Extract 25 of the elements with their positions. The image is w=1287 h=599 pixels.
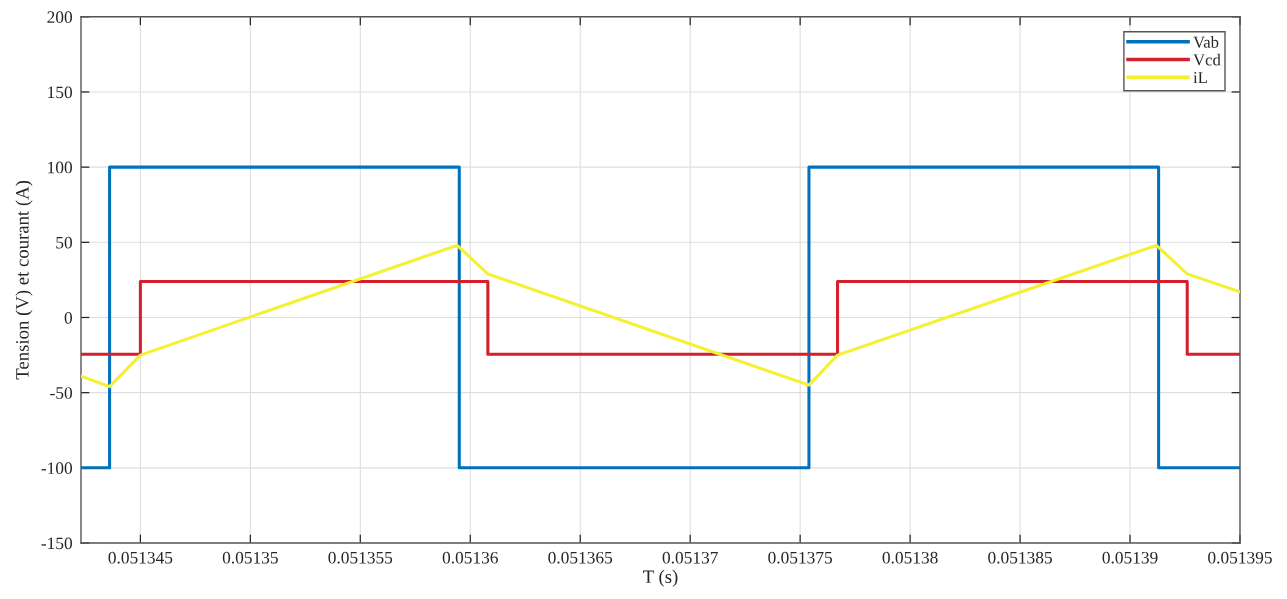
legend-label: Vcd (1193, 53, 1221, 66)
y-tick-label: 200 (47, 11, 72, 23)
y-tick-label: 50 (56, 236, 72, 249)
x-tick-label: 0.05137 (662, 551, 718, 564)
x-tick-label: 0.05139 (1102, 551, 1158, 564)
y-tick-label: 150 (48, 86, 72, 99)
x-axis-title: T (s) (643, 569, 678, 587)
x-tick-label: 0.051365 (548, 551, 613, 564)
y-tick-label: -100 (41, 462, 73, 475)
y-tick-label: 100 (48, 161, 72, 174)
x-tick-label: 0.05136 (442, 551, 498, 564)
legend-label: iL (1193, 72, 1207, 84)
x-tick-label: 0.051395 (1208, 551, 1272, 564)
y-tick-label: -150 (41, 537, 73, 550)
y-axis-title: Tension (V) et courant (A) (15, 180, 33, 380)
x-tick-label: 0.05138 (882, 551, 938, 564)
x-tick-label: 0.051385 (988, 551, 1052, 564)
x-tick-label: 0.05135 (222, 551, 278, 564)
x-tick-label: 0.051375 (768, 551, 833, 564)
legend-label: Vab (1193, 36, 1219, 48)
x-tick-label: 0.051345 (108, 551, 173, 564)
y-tick-label: -50 (50, 387, 73, 399)
y-tick-label: 0 (64, 311, 72, 324)
line-series (81, 243, 1240, 389)
x-tick-label: 0.051355 (328, 551, 393, 564)
